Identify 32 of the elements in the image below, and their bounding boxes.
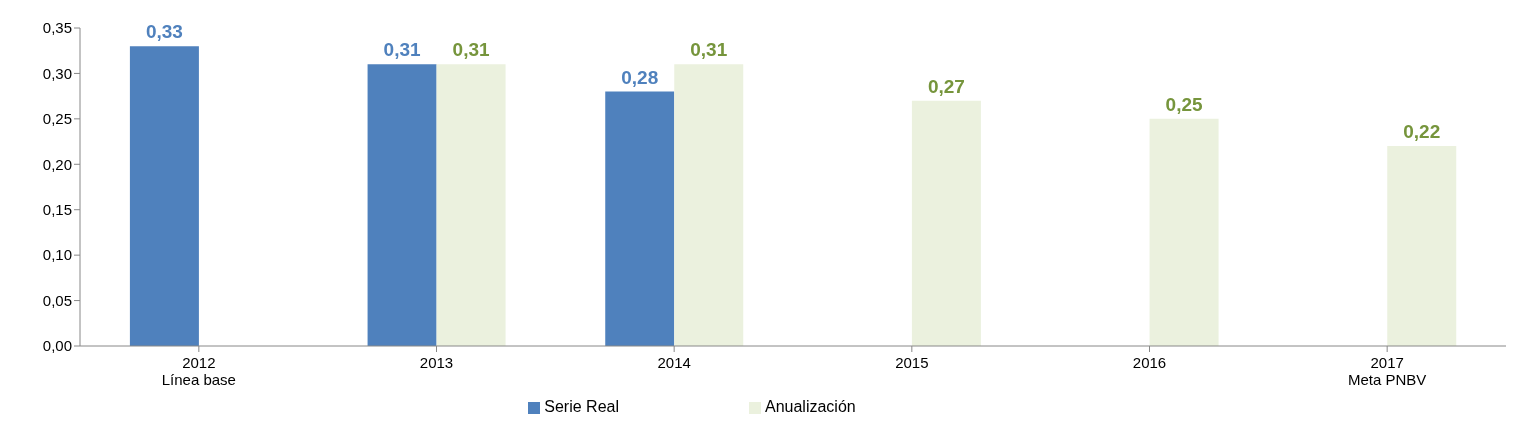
- legend-label: Serie Real: [544, 398, 619, 415]
- bar: [129, 46, 199, 346]
- x-tick-label: 2012 Línea base: [161, 354, 236, 388]
- y-tick-label: 0,15: [42, 201, 72, 219]
- bar: [367, 64, 437, 346]
- x-tick-label: 2016: [1132, 354, 1167, 371]
- bar: [1387, 146, 1457, 346]
- bar: [605, 91, 675, 346]
- data-label: 0,31: [383, 39, 421, 61]
- y-tick-label: 0,05: [42, 291, 72, 309]
- x-tick-label: 2013: [419, 354, 454, 371]
- y-tick-label: 0,35: [42, 19, 72, 37]
- x-tick-label: 2015: [895, 354, 929, 371]
- y-tick-label: 0,25: [42, 110, 72, 128]
- data-label: 0,27: [927, 75, 965, 97]
- x-tick-label: 2014: [657, 354, 691, 371]
- x-tick-label: 2017 Meta PNBV: [1347, 354, 1427, 388]
- y-tick-label: 0,00: [42, 337, 72, 355]
- y-tick-label: 0,30: [42, 64, 72, 82]
- y-tick-label: 0,20: [42, 155, 72, 173]
- bar: [911, 100, 981, 346]
- y-tick-label: 0,10: [42, 246, 72, 264]
- data-label: 0,28: [621, 66, 659, 88]
- data-label: 0,33: [145, 21, 183, 43]
- data-label: 0,25: [1165, 93, 1203, 115]
- legend-label: Anualización: [764, 398, 856, 415]
- bar: [1149, 118, 1219, 346]
- data-label: 0,31: [690, 39, 728, 61]
- bar: [674, 64, 744, 346]
- bar: [436, 64, 506, 346]
- data-label: 0,31: [452, 39, 490, 61]
- data-label: 0,22: [1403, 121, 1441, 143]
